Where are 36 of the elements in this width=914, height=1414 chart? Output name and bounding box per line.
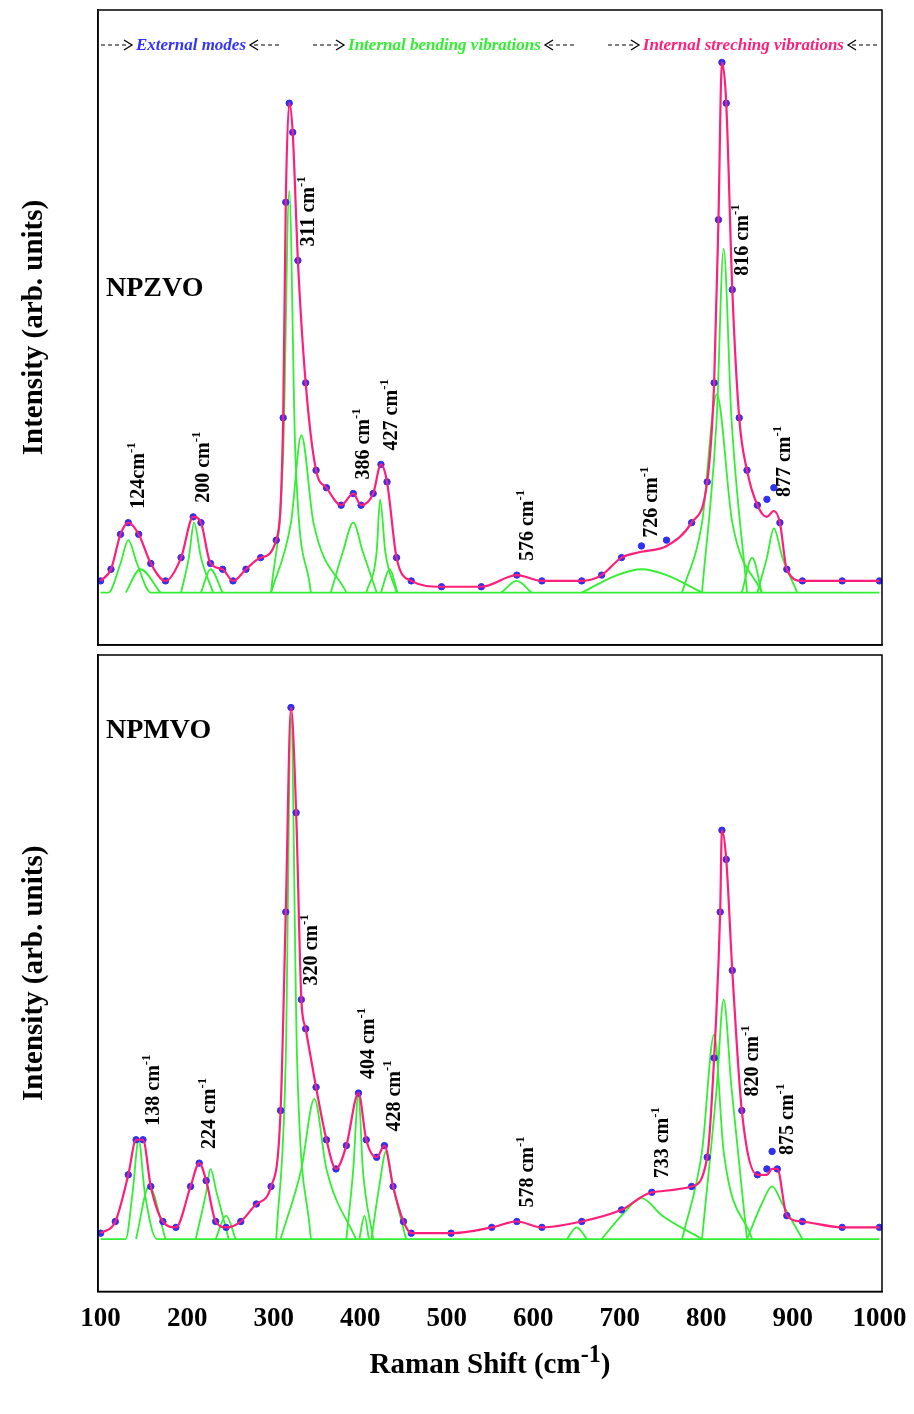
x-axis-title: Raman Shift (cm$^{-1}$) bbox=[368, 1340, 612, 1380]
annotation: 428 cm-1 bbox=[379, 1060, 405, 1132]
annotation: 386 cm-1 bbox=[348, 408, 374, 480]
annotation: 578 cm-1 bbox=[511, 1136, 537, 1208]
x-tick-label: 600 bbox=[513, 1301, 554, 1332]
annotation: 877 cm-1 bbox=[768, 425, 794, 498]
chart-title: NPMVO bbox=[106, 712, 212, 744]
text: NPZVO bbox=[106, 270, 204, 302]
x-tick-label: 1000 bbox=[852, 1301, 907, 1332]
text: External modes bbox=[136, 35, 247, 55]
annotation: 404 cm-1 bbox=[353, 1007, 379, 1080]
annotation: 224 cm-1 bbox=[194, 1077, 220, 1150]
x-tick-label: 900 bbox=[772, 1301, 814, 1332]
annotation: 726 cm-1 bbox=[636, 466, 662, 538]
y-axis-title: Intensity (arb. units) bbox=[16, 845, 49, 1101]
annotation: 816 cm-1 bbox=[727, 204, 753, 276]
annotation: 875 cm-1 bbox=[772, 1083, 798, 1155]
x-tick-label: 500 bbox=[426, 1301, 467, 1332]
annotation: 820 cm-1 bbox=[736, 1025, 762, 1097]
annotation: 138 cm-1 bbox=[138, 1054, 163, 1126]
text: Internal streching vibrations bbox=[642, 35, 844, 55]
annotation: 320 cm-1 bbox=[296, 914, 322, 986]
annotation: 733 cm-1 bbox=[646, 1106, 672, 1179]
x-tick-label: 100 bbox=[80, 1301, 121, 1332]
annotation: 427 cm-1 bbox=[375, 379, 401, 451]
x-tick-label: 200 bbox=[166, 1301, 208, 1332]
x-tick-label: 700 bbox=[599, 1301, 641, 1332]
annotation: 124cm-1 bbox=[123, 442, 149, 509]
text: Internal bending vibrations bbox=[348, 35, 541, 55]
x-tick-label: 300 bbox=[253, 1301, 294, 1332]
x-tick-label: 400 bbox=[339, 1301, 381, 1332]
y-axis-title: Intensity (arb. units) bbox=[16, 199, 49, 456]
x-tick-label: 800 bbox=[686, 1301, 727, 1332]
annotation: 200 cm-1 bbox=[188, 431, 214, 503]
annotation: 311 cm-1 bbox=[292, 176, 318, 247]
annotation: 576 cm-1 bbox=[511, 489, 537, 562]
